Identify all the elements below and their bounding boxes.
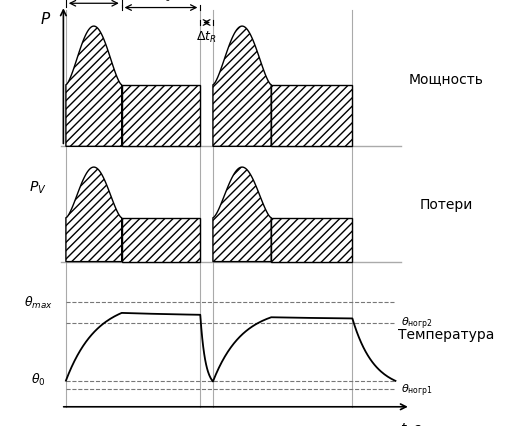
Text: $\theta_{\text{ногр1}}$: $\theta_{\text{ногр1}}$: [401, 381, 432, 397]
Text: $\theta_0$: $\theta_0$: [31, 371, 45, 387]
Text: $P$: $P$: [40, 11, 51, 26]
Text: Потери: Потери: [419, 198, 473, 211]
Polygon shape: [271, 86, 352, 147]
Polygon shape: [271, 218, 352, 262]
Polygon shape: [66, 168, 122, 262]
Text: $\Delta t_0$: $\Delta t_0$: [151, 0, 171, 4]
Polygon shape: [213, 27, 271, 147]
Text: $\theta_{\text{ногр2}}$: $\theta_{\text{ногр2}}$: [401, 315, 432, 331]
Polygon shape: [213, 168, 271, 262]
Polygon shape: [122, 218, 200, 262]
Text: Мощность: Мощность: [409, 72, 484, 86]
Text: $P_V$: $P_V$: [29, 179, 47, 196]
Text: $\Delta t_R$: $\Delta t_R$: [196, 30, 217, 45]
Text: $\theta_{max}$: $\theta_{max}$: [24, 294, 52, 311]
Polygon shape: [122, 86, 200, 147]
Text: $t, c$: $t, c$: [400, 420, 422, 426]
Polygon shape: [66, 27, 122, 147]
Text: Температура: Температура: [398, 328, 494, 341]
